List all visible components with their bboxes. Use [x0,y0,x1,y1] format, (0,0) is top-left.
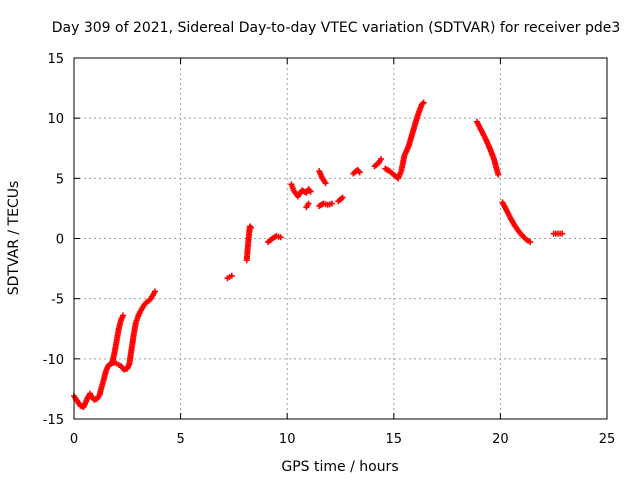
x-tick-label: 25 [599,432,616,447]
data-point [247,224,254,231]
y-tick-label: -10 [43,353,64,368]
data-points [71,99,566,410]
data-point [152,288,159,295]
y-tick-label: -15 [43,413,64,428]
y-tick-label: 5 [56,172,64,187]
data-point [305,200,312,207]
x-tick-label: 10 [279,432,296,447]
chart-title: Day 309 of 2021, Sidereal Day-to-day VTE… [52,20,621,36]
data-point [307,188,314,195]
data-point [328,200,335,207]
data-point [277,234,284,241]
data-point [495,171,502,178]
y-tick-label: 15 [47,52,64,67]
x-tick-label: 0 [70,432,78,447]
x-axis-label: GPS time / hours [281,459,398,475]
y-axis-label: SDTVAR / TECUs [6,181,22,296]
data-point [527,239,534,246]
x-tick-label: 20 [492,432,509,447]
data-point [322,180,329,187]
y-tick-label: 10 [47,112,64,127]
data-point [420,99,427,106]
x-tick-label: 15 [386,432,403,447]
data-point [228,272,235,279]
data-point [120,312,127,319]
x-tick-label: 5 [176,432,184,447]
y-tick-label: -5 [51,293,64,308]
data-point [378,156,385,163]
data-point [339,194,346,201]
axis-ticks: 0 5 10 15 20 25 -15 -10 -5 0 5 10 15 [43,52,616,447]
data-point [356,169,363,176]
data-point [559,230,566,237]
grid-lines [74,58,607,419]
y-tick-label: 0 [56,233,64,248]
